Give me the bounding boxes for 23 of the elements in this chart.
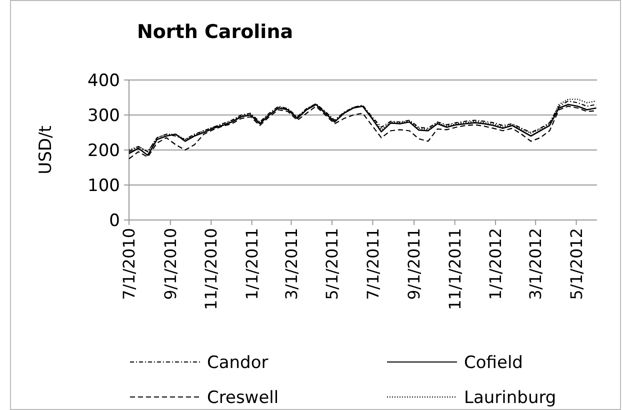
x-tick-label: 9/1/2011: [404, 228, 424, 300]
x-tick-label: 11/1/2011: [445, 228, 464, 310]
legend-label: Candor: [207, 352, 268, 373]
x-tick-label: 5/1/2012: [566, 228, 586, 300]
legend-label: Creswell: [207, 388, 279, 408]
y-tick-label: 400: [88, 70, 120, 91]
chart-title: North Carolina: [136, 21, 294, 43]
x-tick-label: 7/1/2010: [120, 228, 139, 300]
x-tick-label: 5/1/2011: [322, 228, 342, 300]
x-tick-label: 3/1/2012: [526, 228, 546, 300]
legend-label: Cofield: [464, 352, 523, 373]
y-tick-label: 200: [88, 140, 120, 161]
y-axis-title: USD/t: [36, 125, 56, 174]
legend-label: Laurinburg: [464, 388, 556, 408]
x-tick-label: 1/1/2012: [486, 228, 506, 300]
y-tick-label: 300: [88, 106, 120, 126]
x-tick-label: 7/1/2011: [363, 228, 382, 300]
x-tick-label: 1/1/2011: [242, 228, 262, 300]
x-tick-label: 11/1/2010: [202, 228, 221, 310]
y-tick-label: 100: [88, 176, 120, 196]
y-tick-label: 0: [109, 210, 120, 231]
x-tick-label: 3/1/2011: [282, 228, 301, 300]
x-tick-label: 9/1/2010: [160, 228, 180, 300]
